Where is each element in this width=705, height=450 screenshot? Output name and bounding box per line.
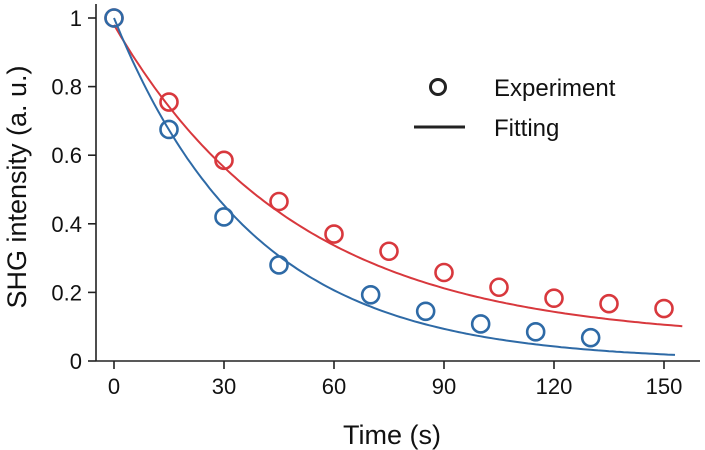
red-experiment-point	[434, 262, 454, 283]
blue-experiment-point	[415, 301, 436, 322]
legend: Experiment Fitting	[414, 75, 616, 142]
plot-frame	[95, 4, 700, 362]
x-axis-title: Time (s)	[343, 420, 441, 450]
blue-experiment-point	[470, 314, 491, 334]
blue-experiment-point	[580, 327, 601, 348]
x-tick-label: 150	[646, 374, 683, 399]
y-tick-label: 0	[70, 349, 82, 374]
blue-experiment-point	[214, 207, 234, 227]
x-tick-label: 30	[212, 374, 236, 399]
x-tick-label: 120	[536, 374, 573, 399]
red-experiment-point	[379, 241, 399, 262]
x-tick-label: 0	[108, 374, 120, 399]
fit-lines	[113, 17, 683, 356]
y-tick-label: 1	[70, 6, 82, 31]
y-tick-label: 0.8	[51, 75, 82, 100]
blue-experiment-point	[104, 8, 124, 28]
y-ticks: 0 0.2 0.4 0.6 0.8 1	[51, 6, 96, 374]
data-points	[104, 8, 674, 348]
legend-experiment-marker	[429, 78, 447, 96]
blue-experiment-point	[525, 322, 546, 342]
red-experiment-point	[159, 92, 179, 112]
y-tick-label: 0.6	[51, 143, 82, 168]
blue-fit-line	[113, 17, 676, 356]
blue-experiment-point	[269, 255, 289, 275]
blue-experiment-point	[360, 285, 381, 305]
red-experiment-point	[269, 191, 289, 212]
legend-experiment-label: Experiment	[494, 75, 616, 102]
x-ticks: 0 30 60 90 120 150	[108, 361, 682, 399]
x-tick-label: 90	[432, 374, 456, 399]
y-tick-label: 0.4	[51, 212, 82, 237]
y-tick-label: 0.2	[51, 280, 82, 305]
red-experiment-point	[599, 293, 619, 314]
y-axis-title: SHG intensity (a. u.)	[2, 65, 32, 308]
red-experiment-point	[489, 277, 509, 298]
red-experiment-point	[544, 288, 564, 309]
red-experiment-point	[654, 298, 674, 319]
red-fit-line	[113, 24, 683, 328]
legend-fitting-label: Fitting	[494, 115, 559, 142]
blue-experiment-point	[159, 119, 179, 140]
x-tick-label: 60	[322, 374, 346, 399]
red-experiment-point	[324, 224, 344, 244]
red-experiment-point	[214, 150, 234, 171]
